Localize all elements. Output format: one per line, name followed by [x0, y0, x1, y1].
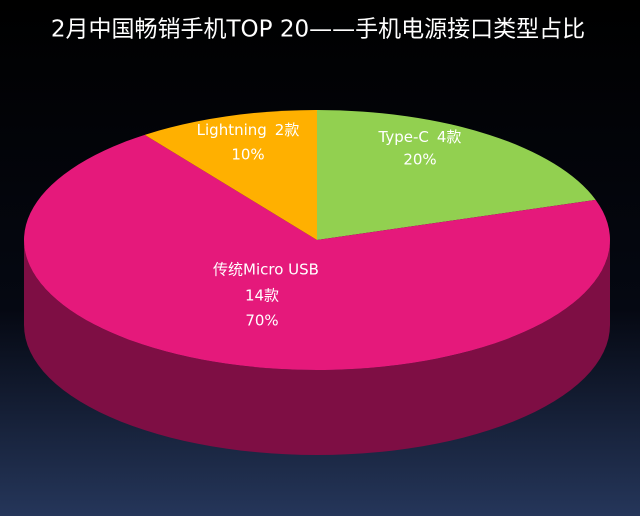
pie-slice	[317, 110, 596, 240]
count-label: 4款	[437, 128, 462, 146]
count-label: 14款	[245, 287, 279, 305]
category-label: Type-C	[378, 128, 429, 146]
category-label: Lightning	[197, 121, 267, 139]
value-label: 10%	[231, 146, 264, 164]
value-label: 20%	[403, 151, 436, 169]
pie	[23, 110, 611, 455]
category-label: 传统Micro USB	[213, 261, 319, 279]
chart-title: 2月中国畅销手机TOP 20——手机电源接口类型占比	[51, 17, 585, 43]
pie-slice	[23, 134, 611, 371]
value-label: 70%	[245, 312, 278, 330]
count-label: 2款	[275, 121, 300, 139]
slice-label: Type-C 4款	[378, 128, 462, 146]
pie-slice-side	[24, 240, 610, 455]
slice-label: Lightning 2款	[197, 121, 300, 139]
pie-slice	[144, 110, 317, 240]
